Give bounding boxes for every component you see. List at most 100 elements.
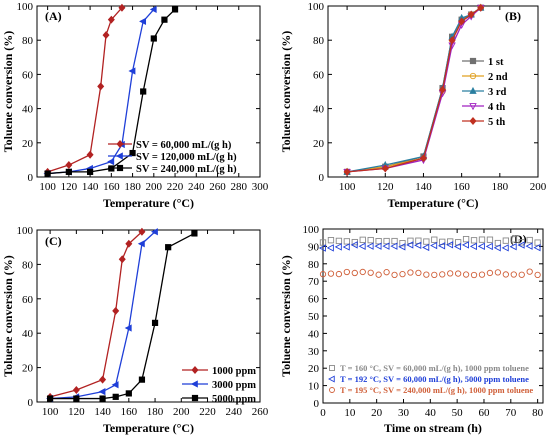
plot-frame [36,229,261,403]
data-point [102,31,110,40]
data-point [423,271,430,278]
data-point [367,236,374,244]
x-tick-label: 160 [103,181,120,193]
data-point [343,167,351,176]
data-point [375,271,382,278]
data-point [318,244,326,252]
y-tick-label: 0 [314,398,320,410]
y-tick-label: 40 [313,104,325,116]
x-tick-label: 50 [452,407,464,419]
data-point [375,238,382,245]
y-tick-label: 0 [28,397,34,409]
data-point [327,237,335,244]
y-tick-label: 70 [308,276,320,288]
data-point [525,242,533,250]
data-point [477,3,485,12]
y-tick-label: 60 [313,69,325,81]
legend-label: 3 rd [488,87,507,98]
y-tick-label: 100 [303,224,320,236]
data-point [65,168,72,175]
x-tick-label: 300 [252,181,269,193]
x-tick-label: 200 [146,181,163,193]
series-line [346,7,482,173]
data-point [501,244,509,252]
legend-marker [329,387,335,393]
data-point [383,269,390,276]
series-line [347,7,482,173]
data-point [467,10,475,19]
chart-panel: 100 120 140 160 180 200 220 240 260 0 20 40 60 80 100 T… [1,225,269,435]
data-point [359,236,366,243]
y-tick-label: 20 [313,138,325,150]
data-point [112,393,119,400]
legend-label: 1 st [488,57,504,68]
x-tick-label: 100 [339,181,356,193]
data-point [358,242,366,250]
y-tick-label: 0 [28,172,34,184]
chart-panel: 0 10 20 30 40 50 60 70 80 0 10 20 30 40 50 60 70 80 90 100 T… [279,224,544,435]
data-point [526,268,533,275]
data-point [334,243,342,251]
y-axis-title: Toluene conversion (%) [279,31,293,153]
data-point [374,242,382,250]
data-point [118,255,126,264]
legend-label: 5 th [488,117,505,128]
x-tick-label: 140 [94,406,111,418]
data-point [419,154,427,163]
data-point [343,268,350,276]
data-point [383,237,390,245]
data-point [128,67,136,75]
legend-marker [191,366,199,374]
plot-frame [327,5,539,178]
x-tick-label: 20 [371,407,383,419]
data-point [139,17,147,26]
data-point [150,228,158,236]
data-point [151,319,159,326]
series-line [347,7,482,173]
data-point [439,85,447,94]
legend-label: SV = 240,000 mL/(g h) [136,164,237,175]
legend-marker [469,117,477,125]
x-tick-label: 140 [415,181,432,193]
data-point [390,242,398,250]
x-tick-label: 120 [68,406,85,418]
x-tick-label: 120 [61,181,78,193]
legend-marker [469,86,477,94]
x-axis-title: Temperature (°C) [387,196,478,210]
data-point [423,238,430,245]
data-point [149,5,157,14]
legend-label: 2 nd [488,72,508,83]
y-tick-label: 40 [22,104,34,116]
y-axis-title: Toluene conversion (%) [1,255,15,377]
data-point [99,395,106,402]
data-point [138,376,146,383]
legend: SV = 60,000 mL/(g h)SV = 120,000 mL/(g h… [108,140,237,175]
y-tick-label: 80 [22,35,34,47]
data-point [137,240,145,248]
series-line [347,7,482,173]
x-tick-label: 200 [173,406,190,418]
legend-label: 5000 ppm [212,394,256,405]
data-point [319,271,327,278]
data-point [478,271,486,278]
legend-marker [469,103,477,111]
x-tick-label: 70 [505,407,517,419]
series-line [50,231,156,400]
data-point [382,242,390,250]
legend-marker [329,365,335,371]
data-point [462,271,470,278]
data-point [431,271,438,279]
x-axis-title: Temperature (°C) [103,421,194,435]
data-point [161,16,168,23]
data-point [431,236,438,243]
data-point [319,239,327,246]
data-point [129,149,136,157]
data-point [99,375,107,384]
data-point [171,6,179,13]
x-tick-label: 260 [252,406,269,418]
x-tick-label: 180 [147,406,164,418]
data-point [111,381,119,389]
data-point [415,269,422,277]
data-point [72,385,80,394]
